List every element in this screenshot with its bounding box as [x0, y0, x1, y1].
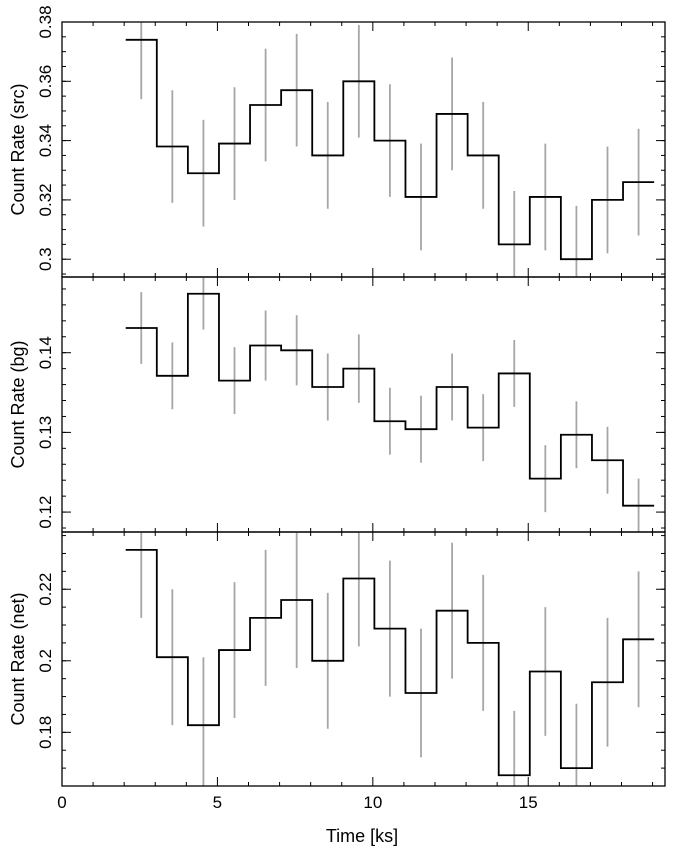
y-tick-label: 0.36 [36, 65, 55, 98]
x-tick-labels: 0 5 10 15 [57, 793, 537, 812]
panel-2: 0.12 0.13 0.14 Count Rate (bg) [8, 276, 666, 533]
y-axis-label: Count Rate (net) [8, 592, 28, 725]
step-series-line [125, 548, 655, 777]
x-axis-label: Time [ks] [326, 826, 398, 846]
y-tick-label: 0.18 [36, 716, 55, 749]
y-tick-label: 0.32 [36, 183, 55, 216]
y-axis-label: Count Rate (src) [8, 83, 28, 215]
y-tick-label: 0.38 [36, 5, 55, 38]
y-tick-label: 0.12 [36, 496, 55, 529]
panel-3: 0.18 0.2 0.22 Count Rate (net) [8, 531, 666, 787]
y-tick-label: 0.34 [36, 124, 55, 157]
y-tick-label: 0.2 [36, 649, 55, 673]
plot-frame [61, 21, 666, 278]
x-tick-label: 15 [519, 793, 538, 812]
x-tick-label: 0 [57, 793, 66, 812]
plot-frame [61, 276, 666, 533]
step-series-line [125, 292, 655, 507]
step-series-line [125, 38, 655, 261]
y-tick-label: 0.22 [36, 573, 55, 606]
panel-1: 0.3 0.32 0.34 0.36 0.38 Count Rate (src) [8, 5, 666, 278]
x-tick-label: 5 [213, 793, 222, 812]
x-tick-label: 10 [363, 793, 382, 812]
y-axis-label: Count Rate (bg) [8, 340, 28, 468]
y-tick-label: 0.14 [36, 336, 55, 369]
y-tick-label: 0.3 [36, 247, 55, 271]
plot-frame [61, 531, 666, 787]
y-tick-label: 0.13 [36, 416, 55, 449]
